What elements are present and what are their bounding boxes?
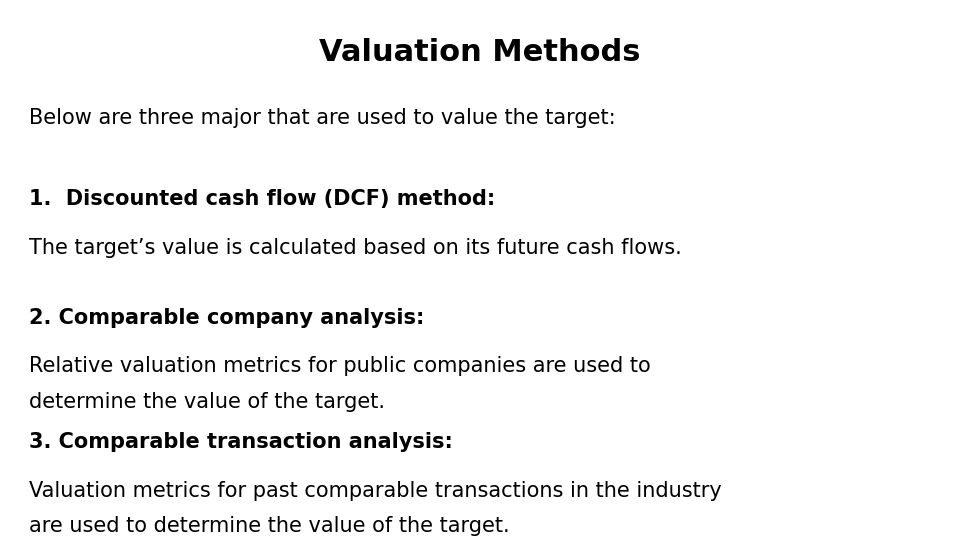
Text: 1.  Discounted cash flow (DCF) method:: 1. Discounted cash flow (DCF) method: xyxy=(29,189,495,209)
Text: determine the value of the target.: determine the value of the target. xyxy=(29,392,385,411)
Text: 3. Comparable transaction analysis:: 3. Comparable transaction analysis: xyxy=(29,432,453,452)
Text: The target’s value is calculated based on its future cash flows.: The target’s value is calculated based o… xyxy=(29,238,682,258)
Text: 2. Comparable company analysis:: 2. Comparable company analysis: xyxy=(29,308,424,328)
Text: Below are three major that are used to value the target:: Below are three major that are used to v… xyxy=(29,108,615,128)
Text: Valuation metrics for past comparable transactions in the industry: Valuation metrics for past comparable tr… xyxy=(29,481,722,501)
Text: Relative valuation metrics for public companies are used to: Relative valuation metrics for public co… xyxy=(29,356,651,376)
Text: are used to determine the value of the target.: are used to determine the value of the t… xyxy=(29,516,510,536)
Text: Valuation Methods: Valuation Methods xyxy=(320,38,640,67)
